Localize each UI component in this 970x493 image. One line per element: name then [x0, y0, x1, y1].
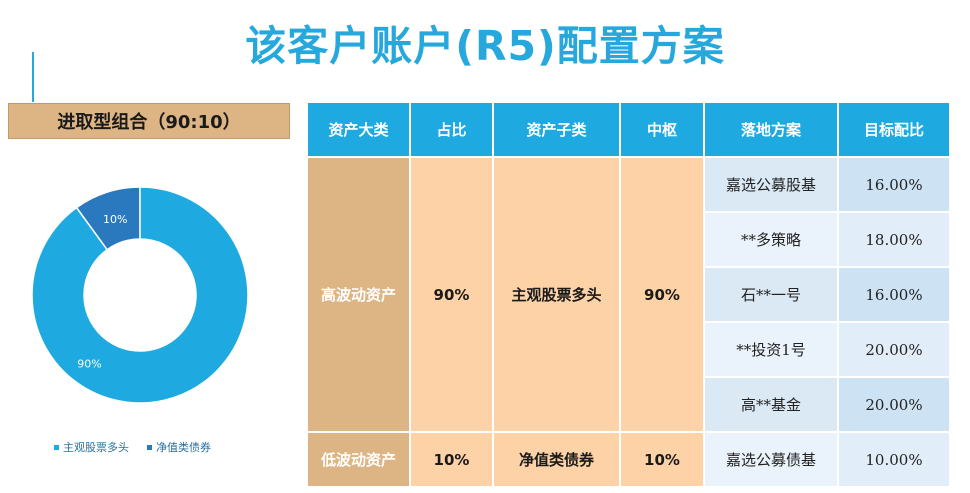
plan-cell: 嘉选公募债基 — [703, 431, 839, 488]
plan-cell: **投资1号 — [703, 321, 839, 378]
header-plan: 落地方案 — [703, 101, 839, 158]
table-row: 高波动资产 90% 主观股票多头 90% 嘉选公募股基 16.00% — [306, 156, 951, 433]
table-row: **投资1号 20.00% — [307, 321, 951, 378]
table-header-row: 资产大类 占比 资产子类 中枢 落地方案 目标配比 — [306, 101, 951, 158]
donut-chart: 10% 90% — [31, 186, 249, 404]
table-row: **多策略 18.00% — [307, 211, 951, 268]
table-row: 石**一号 16.00% — [307, 266, 951, 323]
category-cell: 低波动资产 — [306, 431, 411, 488]
subclass-cell: 净值类债券 — [492, 431, 621, 488]
legend-label-equity: 主观股票多头 — [63, 441, 129, 454]
accent-line — [32, 52, 34, 102]
center-cell: 90% — [619, 156, 705, 433]
header-ratio: 占比 — [409, 101, 494, 158]
plan-cell: 高**基金 — [703, 376, 839, 433]
center-cell: 10% — [619, 431, 705, 488]
ratio-cell: 90% — [409, 156, 494, 433]
subclass-cell: 主观股票多头 — [492, 156, 621, 433]
portfolio-label: 进取型组合（90:10） — [8, 103, 290, 139]
legend-item-equity: 主观股票多头 — [54, 439, 129, 455]
table-row: 低波动资产 10% 净值类债券 10% 嘉选公募债基 10.00% — [306, 431, 951, 488]
category-cell: 高波动资产 — [306, 156, 411, 433]
header-asset-class: 资产大类 — [306, 101, 411, 158]
target-cell: 16.00% — [837, 266, 951, 323]
ratio-cell: 10% — [409, 431, 494, 488]
legend-swatch-equity — [54, 444, 59, 450]
donut-label-1: 10% — [103, 213, 127, 226]
target-cell: 18.00% — [837, 211, 951, 268]
legend-swatch-bond — [147, 444, 152, 450]
plan-cell: **多策略 — [703, 211, 839, 268]
donut-slice-0 — [31, 186, 249, 404]
target-cell: 20.00% — [837, 376, 951, 433]
plan-cell: 嘉选公募股基 — [703, 156, 839, 213]
chart-legend: 主观股票多头 净值类债券 — [54, 439, 211, 455]
plan-cell: 石**一号 — [703, 266, 839, 323]
donut-label-0: 90% — [77, 357, 101, 370]
target-cell: 10.00% — [837, 431, 951, 488]
page-title: 该客户账户(R5)配置方案 — [245, 22, 725, 70]
legend-label-bond: 净值类债券 — [156, 441, 211, 454]
allocation-table: 资产大类 占比 资产子类 中枢 落地方案 目标配比 高波动资产 90% 主观股票… — [306, 101, 951, 488]
header-subclass: 资产子类 — [492, 101, 621, 158]
target-cell: 20.00% — [837, 321, 951, 378]
legend-item-bond: 净值类债券 — [147, 439, 211, 455]
target-cell: 16.00% — [837, 156, 951, 213]
header-target: 目标配比 — [837, 101, 951, 158]
table-row: 高**基金 20.00% — [307, 376, 951, 433]
header-center: 中枢 — [619, 101, 705, 158]
